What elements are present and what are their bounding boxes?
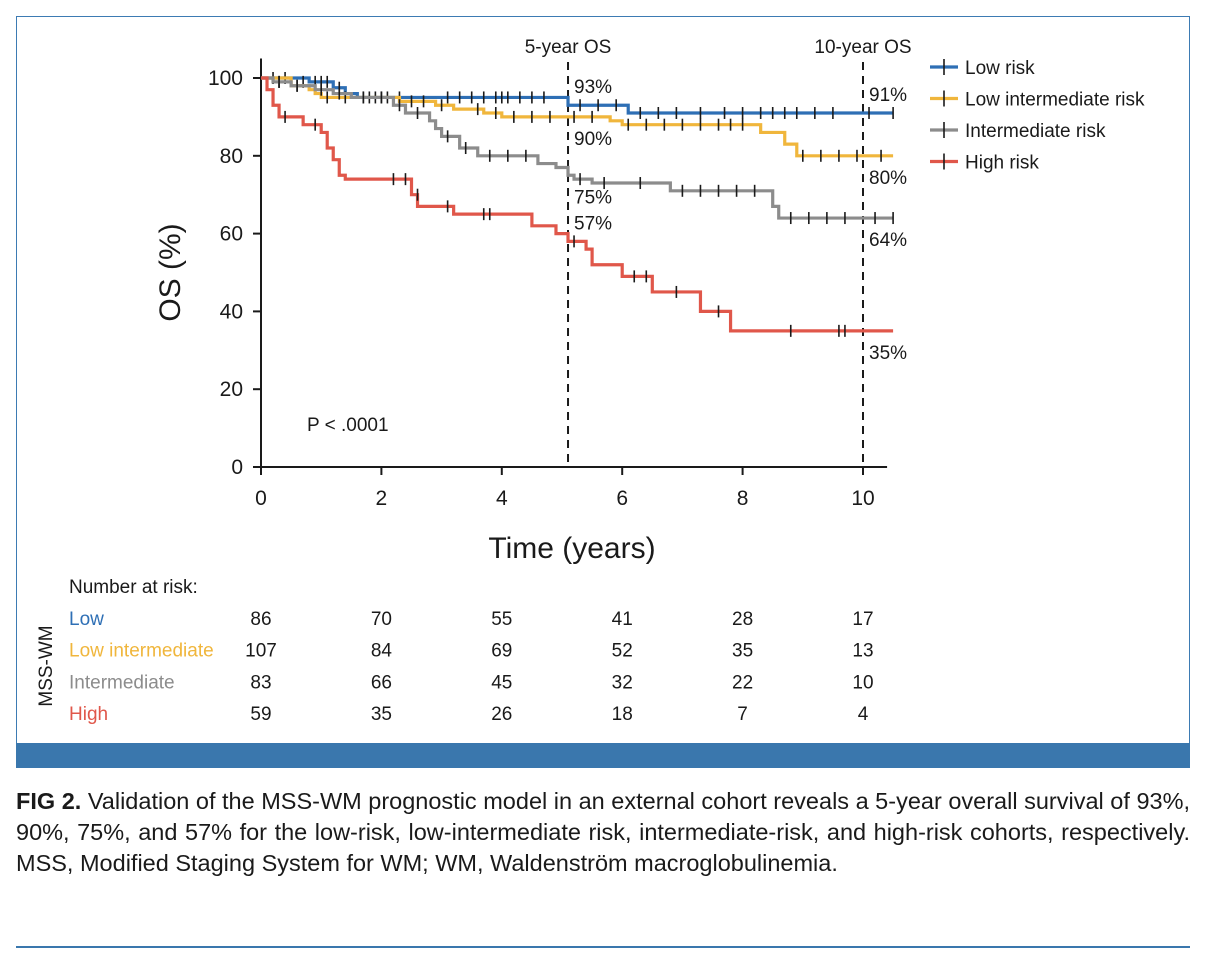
figure-panel — [16, 16, 1190, 768]
y-tick-label: 100 — [208, 67, 243, 90]
legend-label: Low intermediate risk — [965, 90, 1145, 111]
risk-table-row: Intermediate 83 66 45 32 22 10 — [69, 672, 874, 693]
legend-label: High risk — [965, 153, 1039, 174]
risk-table-title: Number at risk: — [69, 577, 198, 598]
risk-table-cell: 41 — [612, 609, 633, 630]
x-tick-label: 6 — [616, 487, 628, 510]
risk-table-row-label: High — [69, 704, 108, 725]
reference-lines: 5-year OS 10-year OS — [525, 37, 912, 467]
y-axis-label: OS (%) — [154, 223, 187, 321]
survival-percent-label: 90% — [574, 129, 612, 150]
y-tick-label: 40 — [220, 300, 243, 323]
legend-label: Low risk — [965, 58, 1035, 79]
survival-percent-label: 91% — [869, 85, 907, 106]
risk-table-cell: 28 — [732, 609, 753, 630]
survival-percent-label: 57% — [574, 213, 612, 234]
risk-table-group-label: MSS-WM — [36, 625, 57, 706]
p-value-annotation: P < .0001 — [307, 415, 389, 436]
legend-item: Intermediate risk — [930, 121, 1106, 142]
risk-table-row: Low intermediate 107 84 69 52 35 13 — [69, 641, 874, 662]
risk-table-row-label: Intermediate — [69, 672, 175, 693]
risk-table-cell: 59 — [250, 704, 271, 725]
survival-curve — [261, 76, 894, 220]
risk-table-row-label: Low — [69, 609, 104, 630]
legend-item: Low risk — [930, 58, 1035, 79]
risk-table-cell: 10 — [852, 672, 873, 693]
x-tick-label: 10 — [851, 487, 874, 510]
risk-table-cell: 13 — [852, 641, 873, 662]
figure-caption: FIG 2. Validation of the MSS-WM prognost… — [16, 786, 1190, 879]
risk-table-row-label: Low intermediate — [69, 641, 214, 662]
survival-percent-label: 93% — [574, 77, 612, 98]
x-tick-label: 4 — [496, 487, 508, 510]
risk-table-cell: 84 — [371, 641, 393, 662]
survival-percent-label: 80% — [869, 168, 907, 189]
risk-table-row: High 59 35 26 18 7 4 — [69, 704, 869, 725]
risk-table-cell: 22 — [732, 672, 753, 693]
risk-table-cell: 70 — [371, 609, 392, 630]
caption-label: FIG 2. — [16, 788, 82, 814]
x-tick-label: 8 — [737, 487, 749, 510]
survival-percent-label: 64% — [869, 230, 907, 251]
risk-table: Number at risk: MSS-WM Low 86 70 55 41 28 17 Low … — [36, 577, 874, 725]
risk-table-cell: 55 — [491, 609, 512, 630]
risk-table-cell: 17 — [852, 609, 873, 630]
x-tick-label: 0 — [255, 487, 267, 510]
survival-percent-label: 75% — [574, 187, 612, 208]
survival-curves: 93% 91% 90% 80% 75% 64% 57% 35% — [261, 72, 907, 364]
y-tick-label: 80 — [220, 145, 243, 168]
legend: Low risk Low intermediate risk Intermediat… — [930, 58, 1145, 174]
y-tick-label: 20 — [220, 378, 243, 401]
risk-table-cell: 86 — [250, 609, 271, 630]
y-tick-label: 0 — [231, 456, 243, 479]
risk-table-cell: 52 — [612, 641, 633, 662]
risk-table-cell: 107 — [245, 641, 277, 662]
risk-table-cell: 18 — [612, 704, 633, 725]
risk-table-cell: 32 — [612, 672, 633, 693]
reference-line-label: 5-year OS — [525, 37, 612, 58]
series-high-risk: 57% 35% — [261, 76, 907, 364]
risk-table-cell: 7 — [737, 704, 748, 725]
risk-table-cell: 69 — [491, 641, 512, 662]
x-axis-label: Time (years) — [488, 532, 655, 565]
legend-label: Intermediate risk — [965, 121, 1106, 142]
x-tick-label: 2 — [376, 487, 388, 510]
risk-table-cell: 4 — [858, 704, 869, 725]
series-intermediate-risk: 75% 64% — [261, 75, 907, 251]
survival-percent-label: 35% — [869, 343, 907, 364]
series-low-risk: 93% 91% — [261, 72, 907, 120]
risk-table-cell: 26 — [491, 704, 512, 725]
legend-item: High risk — [930, 153, 1039, 174]
risk-table-cell: 83 — [250, 672, 271, 693]
caption-text: Validation of the MSS-WM prognostic mode… — [16, 788, 1191, 876]
risk-table-cell: 66 — [371, 672, 392, 693]
risk-table-cell: 35 — [371, 704, 392, 725]
bottom-rule — [16, 946, 1190, 948]
reference-line-label: 10-year OS — [814, 37, 911, 58]
risk-table-cell: 45 — [491, 672, 512, 693]
legend-item: Low intermediate risk — [930, 90, 1145, 111]
risk-table-row: Low 86 70 55 41 28 17 — [69, 609, 874, 630]
figure-bottom-band — [16, 743, 1190, 768]
y-tick-label: 60 — [220, 223, 243, 246]
risk-table-cell: 35 — [732, 641, 753, 662]
